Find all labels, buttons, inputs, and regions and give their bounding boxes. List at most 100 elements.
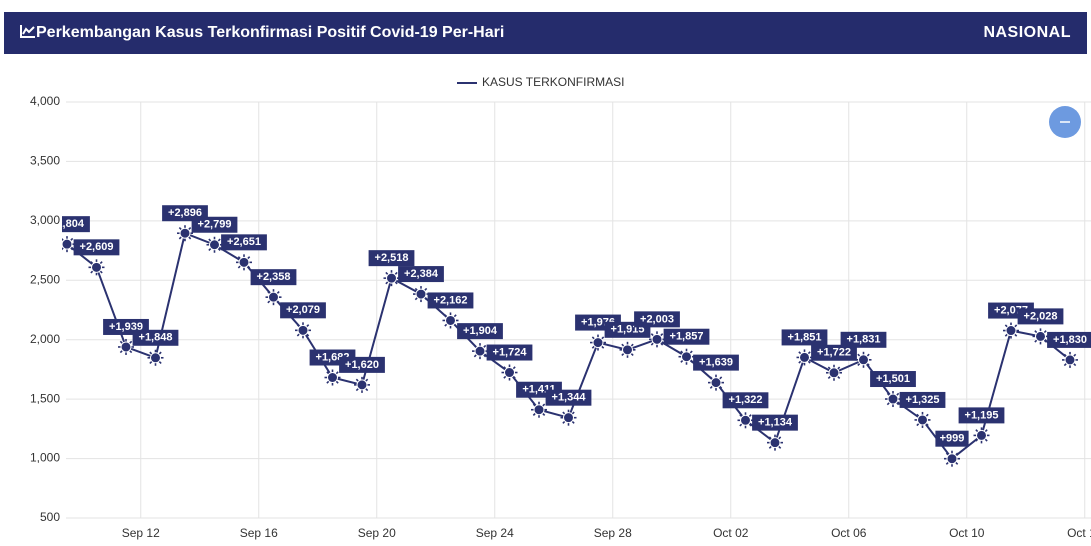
value-label: +2,003 [640,313,674,325]
value-label-box [752,414,798,431]
y-tick-label: 2,500 [30,272,60,286]
marker-core [740,414,751,426]
virus-marker [531,401,547,418]
value-label-box [1047,331,1091,348]
y-tick-label: 4,000 [30,94,60,108]
virus-marker [1032,328,1049,345]
x-tick-label: Oct 02 [713,526,749,540]
virus-marker [855,351,872,368]
value-label: +2,028 [1024,310,1058,322]
marker-core [887,393,899,405]
virus-marker [678,348,695,365]
marker-core [710,377,722,389]
marker-core [91,261,102,273]
marker-core [858,354,869,366]
value-label: +1,620 [345,359,379,371]
value-label-box [693,354,739,371]
marker-core [1005,325,1017,337]
value-label-box [62,216,90,233]
marker-core [681,351,692,363]
zoom-button[interactable] [1049,106,1081,138]
value-label-box [811,344,857,361]
marker-core [209,239,220,251]
virus-marker [767,434,783,451]
value-label-box [191,216,238,233]
value-label-box [339,356,385,373]
marker-core [415,288,427,300]
value-label: +2,896 [168,207,202,219]
virus-marker [236,254,252,271]
marker-core [917,414,928,426]
virus-marker [560,409,577,426]
virus-marker [265,289,282,306]
value-label-box [486,344,533,361]
value-label-box [899,391,946,408]
marker-core [799,351,810,363]
value-label: +1,848 [139,332,173,344]
value-label: +2,804 [50,218,85,230]
y-tick-label: 3,000 [30,213,60,227]
header-bar: Perkembangan Kasus Terkonfirmasi Positif… [4,12,1087,54]
marker-core [356,379,368,391]
value-label-box [73,239,120,256]
y-tick-label: 3,500 [30,154,60,168]
marker-core [120,341,132,353]
virus-marker [147,349,164,366]
value-label: +1,134 [758,417,793,429]
virus-marker [944,450,960,467]
value-label: +2,651 [227,236,261,248]
value-label: +1,830 [1053,334,1087,346]
value-label: +2,609 [80,241,114,253]
virus-marker [177,225,193,242]
marker-core [1064,354,1076,366]
marker-core [1035,330,1046,342]
virus-marker [737,412,754,429]
x-tick-label: Sep 28 [594,526,632,540]
virus-marker [1003,322,1019,339]
x-tick-label: Sep 16 [240,526,278,540]
value-label: +2,358 [257,271,291,283]
virus-marker [796,349,813,366]
virus-marker [885,391,901,408]
y-tick-label: 2,000 [30,332,60,346]
marker-core [946,453,958,465]
x-tick-label: Sep 20 [358,526,396,540]
x-tick-label: Oct 06 [831,526,867,540]
value-label-box [457,323,503,340]
value-label-box [132,329,179,346]
marker-core [179,227,191,239]
title-text: Perkembangan Kasus Terkonfirmasi Positif… [36,24,505,41]
value-label-box [280,302,326,319]
value-label-box [368,250,415,267]
value-label-box [870,371,916,388]
value-label-box [935,430,969,447]
virus-marker [472,343,488,360]
value-label-box [663,328,710,345]
y-tick-label: 500 [40,510,60,524]
marker-core [504,367,515,379]
value-label: +1,639 [699,357,733,369]
marker-core [828,367,840,379]
virus-marker [62,236,75,253]
value-label: +1,857 [670,331,704,343]
value-label: +1,322 [729,394,763,406]
virus-marker [413,286,429,303]
value-label: +1,722 [817,347,851,359]
x-tick-label: Oct 10 [949,526,985,540]
value-label: +1,724 [493,346,528,358]
value-label: +999 [940,433,965,445]
chart-icon [20,25,35,38]
value-label-box [634,311,680,328]
marker-core [386,272,397,284]
x-tick-label: Oct 14 [1067,526,1091,540]
value-label: +1,325 [906,394,940,406]
marker-core [474,345,486,357]
marker-core [445,314,456,326]
virus-marker [324,369,341,386]
virus-marker [1062,351,1078,368]
marker-core [976,429,987,441]
marker-core [533,404,545,416]
virus-marker [118,338,134,355]
marker-core [622,344,633,356]
